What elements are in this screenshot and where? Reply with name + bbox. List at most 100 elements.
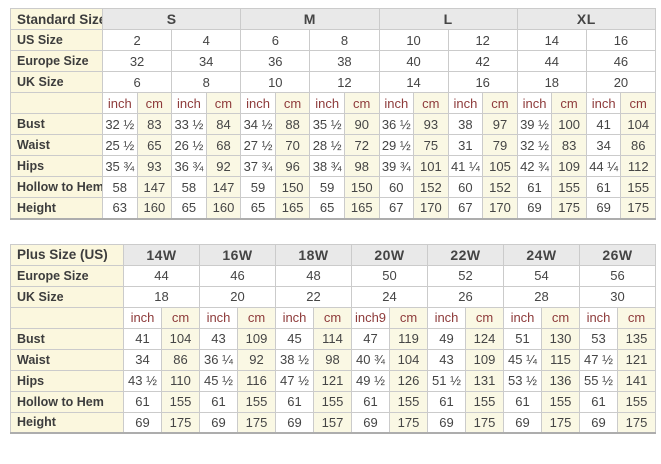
size-value-cell: 22 xyxy=(275,285,352,308)
measurement-cell: 34 xyxy=(123,348,162,371)
size-value-cell: 16 xyxy=(447,71,518,93)
unit-cell: inch xyxy=(275,306,314,329)
measurement-cell: 124 xyxy=(465,327,504,350)
table-row: Height 63 160 65 160 65 165 65 165 67 170 67 170 69 17… xyxy=(10,197,656,219)
measurement-cell: 175 xyxy=(237,411,276,434)
measurement-cell: 59 xyxy=(240,176,276,198)
measurement-cell: 155 xyxy=(551,176,587,198)
row-label-cell: Height xyxy=(10,197,103,219)
measurement-cell: 114 xyxy=(313,327,352,350)
measurement-cell: 42 ¾ xyxy=(516,155,553,177)
measurement-cell: 69 xyxy=(275,411,314,434)
size-value-cell: 14 xyxy=(516,29,587,51)
measurement-cell: 147 xyxy=(136,176,173,198)
size-group-cell: 18W xyxy=(275,243,352,266)
table-row: Hollow to Hem 61 155 61 155 61 155 61 155 61 155 61… xyxy=(10,390,656,413)
measurement-cell: 160 xyxy=(136,197,173,219)
row-label-cell: Europe Size xyxy=(10,264,124,287)
size-value-cell: 2 xyxy=(101,29,173,51)
measurement-cell: 61 xyxy=(123,390,162,413)
measurement-cell: 170 xyxy=(413,197,449,219)
size-value-cell: 30 xyxy=(579,285,656,308)
unit-cell: inch xyxy=(503,306,542,329)
unit-cell: inch xyxy=(516,92,553,114)
measurement-cell: 41 xyxy=(123,327,162,350)
size-value-cell: 16 xyxy=(585,29,657,51)
table-row: inch cm inch cm inch cm inch9 cm inch cm inch cm inc… xyxy=(10,306,656,329)
measurement-cell: 116 xyxy=(237,369,276,392)
unit-row-spacer-cell xyxy=(10,92,103,114)
measurement-cell: 35 ½ xyxy=(309,113,345,135)
measurement-cell: 155 xyxy=(541,390,580,413)
size-value-cell: 8 xyxy=(171,71,242,93)
unit-cell: cm xyxy=(136,92,173,114)
measurement-cell: 165 xyxy=(274,197,311,219)
measurement-cell: 175 xyxy=(617,411,656,434)
unit-cell: cm xyxy=(617,306,656,329)
size-value-cell: 46 xyxy=(199,264,276,287)
measurement-cell: 65 xyxy=(171,197,207,219)
unit-cell: inch xyxy=(585,92,622,114)
measurement-cell: 93 xyxy=(413,113,449,135)
measurement-cell: 38 ¾ xyxy=(309,155,345,177)
size-value-cell: 52 xyxy=(427,264,504,287)
measurement-cell: 175 xyxy=(620,197,656,219)
measurement-cell: 93 xyxy=(136,155,173,177)
measurement-cell: 34 xyxy=(585,134,622,156)
row-label-cell: US Size xyxy=(10,29,103,51)
unit-cell: inch xyxy=(309,92,345,114)
size-value-cell: 44 xyxy=(516,50,587,72)
measurement-cell: 55 ½ xyxy=(579,369,618,392)
measurement-cell: 112 xyxy=(620,155,656,177)
measurement-cell: 126 xyxy=(389,369,428,392)
table-row: UK Size 6 8 10 12 14 16 18 20 xyxy=(10,71,657,93)
measurement-cell: 100 xyxy=(551,113,587,135)
size-value-cell: 34 xyxy=(171,50,242,72)
measurement-cell: 47 ½ xyxy=(275,369,314,392)
table-row: Standard Size S M L XL xyxy=(10,8,657,30)
measurement-cell: 109 xyxy=(237,327,276,350)
size-group-cell: S xyxy=(101,8,242,30)
measurement-cell: 44 ¼ xyxy=(585,155,622,177)
measurement-cell: 45 xyxy=(275,327,314,350)
size-value-cell: 10 xyxy=(378,29,449,51)
measurement-cell: 59 xyxy=(309,176,345,198)
measurement-cell: 84 xyxy=(205,113,242,135)
table-row: Height 69 175 69 175 69 157 69 175 69 175 69 175 69 17… xyxy=(10,411,656,434)
measurement-cell: 155 xyxy=(620,176,656,198)
size-value-cell: 56 xyxy=(579,264,656,287)
measurement-cell: 155 xyxy=(237,390,276,413)
size-value-cell: 42 xyxy=(447,50,518,72)
measurement-cell: 155 xyxy=(617,390,656,413)
measurement-cell: 60 xyxy=(378,176,415,198)
size-value-cell: 8 xyxy=(309,29,380,51)
row-label-cell: Hollow to Hem xyxy=(10,176,103,198)
unit-cell: inch xyxy=(240,92,276,114)
table-row: Hollow to Hem 58 147 58 147 59 150 59 150 60 152 60… xyxy=(10,176,656,198)
measurement-cell: 141 xyxy=(617,369,656,392)
unit-cell: cm xyxy=(413,92,449,114)
size-value-cell: 10 xyxy=(240,71,311,93)
size-group-cell: M xyxy=(240,8,380,30)
row-label-cell: Waist xyxy=(10,134,103,156)
measurement-cell: 38 ½ xyxy=(275,348,314,371)
size-value-cell: 12 xyxy=(309,71,380,93)
row-label-cell: Hips xyxy=(10,155,103,177)
measurement-cell: 130 xyxy=(541,327,580,350)
measurement-cell: 38 xyxy=(447,113,484,135)
measurement-cell: 47 ½ xyxy=(579,348,618,371)
measurement-cell: 150 xyxy=(343,176,380,198)
measurement-cell: 83 xyxy=(551,134,587,156)
unit-cell: cm xyxy=(237,306,276,329)
measurement-cell: 43 ½ xyxy=(123,369,162,392)
measurement-cell: 104 xyxy=(389,348,428,371)
row-label-cell: UK Size xyxy=(10,71,103,93)
row-label-cell: Europe Size xyxy=(10,50,103,72)
row-label-cell: Height xyxy=(10,411,124,434)
measurement-cell: 109 xyxy=(465,348,504,371)
measurement-cell: 92 xyxy=(237,348,276,371)
measurement-cell: 101 xyxy=(413,155,449,177)
measurement-cell: 41 xyxy=(585,113,622,135)
size-value-cell: 4 xyxy=(171,29,242,51)
